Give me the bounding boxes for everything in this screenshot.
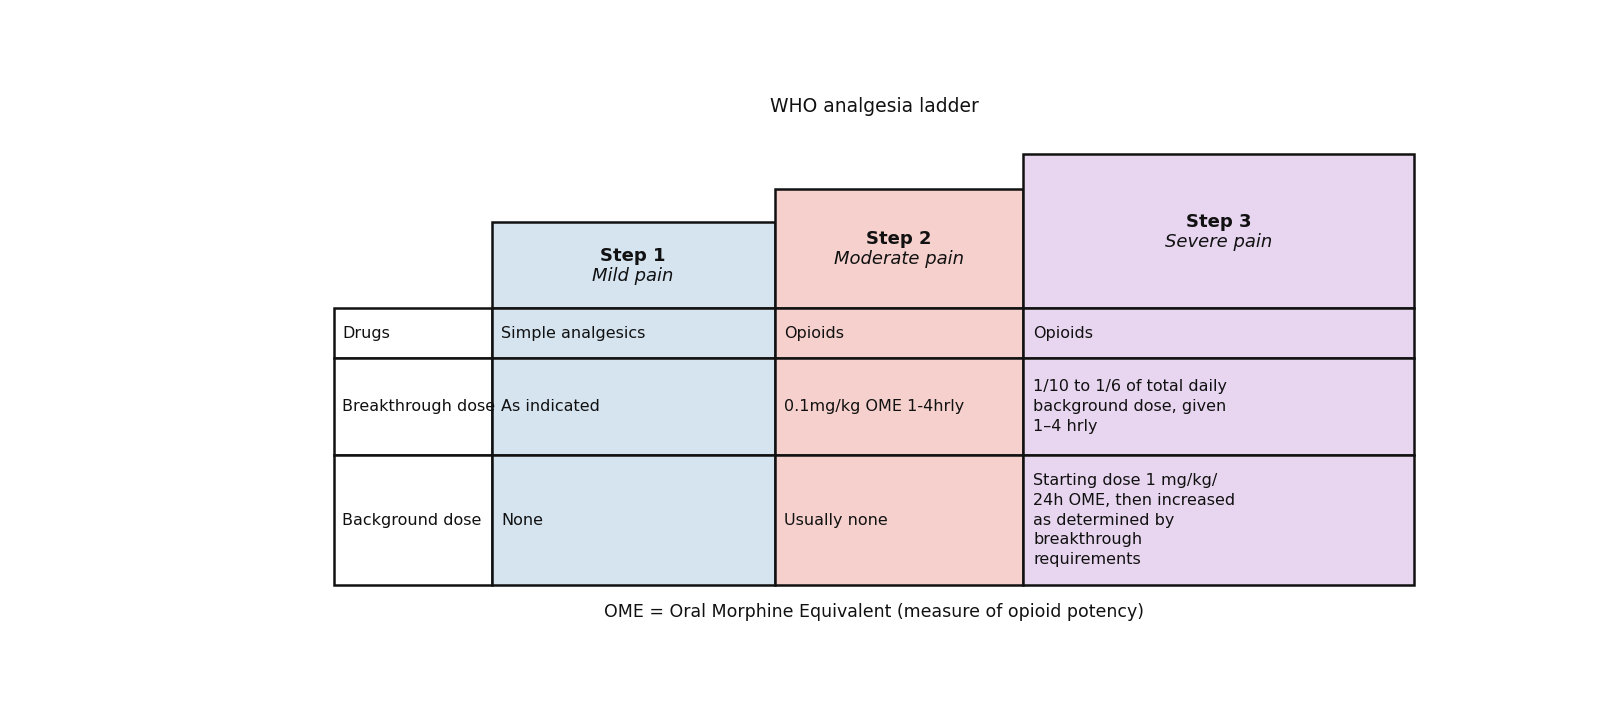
Bar: [335, 358, 492, 455]
Bar: [1023, 358, 1414, 455]
Text: Breakthrough dose: Breakthrough dose: [343, 399, 496, 414]
Bar: [774, 189, 1023, 308]
Bar: [335, 455, 492, 586]
Bar: [492, 455, 774, 586]
Text: Opioids: Opioids: [1033, 326, 1094, 341]
Bar: [1023, 455, 1414, 586]
Bar: [492, 358, 774, 455]
Text: As indicated: As indicated: [500, 399, 600, 414]
Text: Step 2: Step 2: [866, 230, 932, 249]
Text: WHO analgesia ladder: WHO analgesia ladder: [769, 97, 978, 116]
Bar: [335, 308, 492, 358]
Text: Step 1: Step 1: [600, 247, 666, 265]
Text: 1/10 to 1/6 of total daily
background dose, given
1–4 hrly: 1/10 to 1/6 of total daily background do…: [1033, 379, 1228, 434]
Bar: [774, 455, 1023, 586]
Text: Drugs: Drugs: [343, 326, 389, 341]
Bar: [1023, 308, 1414, 358]
Text: OME = Oral Morphine Equivalent (measure of opioid potency): OME = Oral Morphine Equivalent (measure …: [605, 603, 1144, 622]
Text: Usually none: Usually none: [784, 513, 888, 527]
Bar: [492, 222, 774, 308]
Text: Background dose: Background dose: [343, 513, 481, 527]
Text: Moderate pain: Moderate pain: [833, 251, 964, 268]
Bar: [774, 358, 1023, 455]
Text: Simple analgesics: Simple analgesics: [500, 326, 645, 341]
Text: Opioids: Opioids: [784, 326, 845, 341]
Text: Mild pain: Mild pain: [592, 267, 674, 285]
Text: Starting dose 1 mg/kg/
24h OME, then increased
as determined by
breakthrough
req: Starting dose 1 mg/kg/ 24h OME, then inc…: [1033, 473, 1236, 567]
Text: Step 3: Step 3: [1186, 213, 1252, 231]
Bar: [1023, 154, 1414, 308]
Bar: [774, 308, 1023, 358]
Bar: [492, 308, 774, 358]
Text: None: None: [500, 513, 544, 527]
Text: Severe pain: Severe pain: [1165, 233, 1273, 251]
Text: 0.1mg/kg OME 1-4hrly: 0.1mg/kg OME 1-4hrly: [784, 399, 964, 414]
